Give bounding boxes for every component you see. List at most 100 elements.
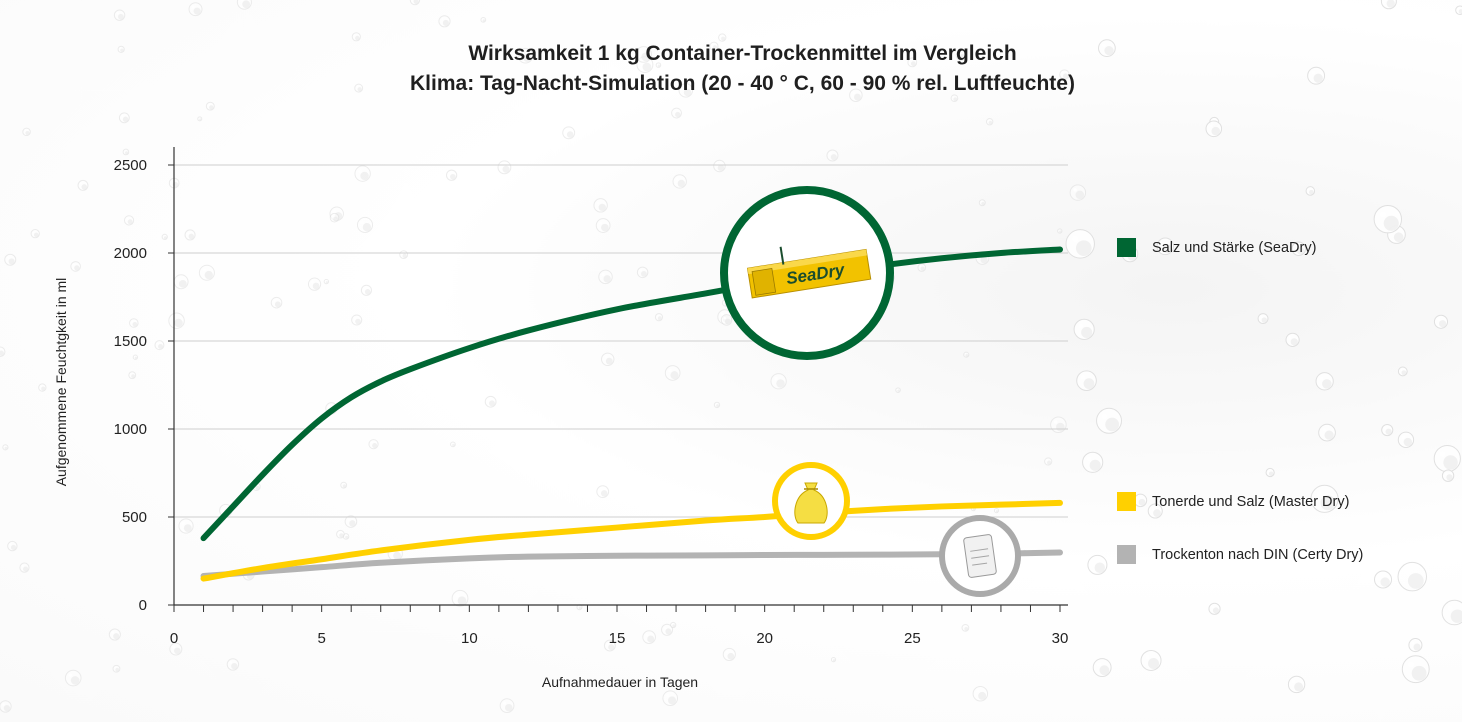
y-tick-label: 0 (139, 597, 147, 614)
water-droplet (678, 83, 694, 98)
water-droplet (1208, 602, 1221, 615)
water-droplet (1373, 204, 1403, 234)
water-droplet (480, 16, 487, 23)
water-droplet (722, 647, 736, 661)
masterdry-bag-icon (794, 482, 828, 524)
water-droplet (113, 9, 126, 21)
water-droplet (64, 669, 82, 687)
water-droplet (205, 101, 215, 111)
water-droplet (184, 229, 196, 241)
legend-item-seadry: Salz und Stärke (SeaDry) (1117, 238, 1316, 257)
water-droplet (123, 215, 135, 226)
x-tick-label: 10 (461, 630, 478, 647)
water-droplet (499, 698, 515, 714)
water-droplet (664, 365, 681, 381)
water-droplet (307, 277, 322, 291)
water-droplet (1285, 332, 1300, 347)
water-droplet (517, 47, 534, 64)
water-droplet (1380, 0, 1397, 10)
water-droplet (19, 562, 30, 573)
water-droplet (961, 623, 970, 632)
water-droplet (972, 685, 989, 702)
water-droplet (178, 518, 194, 534)
water-droplet (117, 45, 125, 53)
water-droplet (1455, 5, 1462, 15)
water-droplet (713, 401, 721, 409)
water-droplet (830, 657, 837, 663)
water-droplet (236, 0, 252, 10)
water-droplet (978, 199, 986, 207)
water-droplet (354, 83, 364, 93)
water-droplet (2, 444, 9, 451)
legend-label-masterdry: Tonerde und Salz (Master Dry) (1152, 493, 1350, 510)
water-droplet (0, 700, 12, 713)
water-droplet (1073, 318, 1095, 340)
x-tick-label: 20 (756, 630, 773, 647)
y-tick-label: 500 (122, 509, 147, 526)
x-tick-label: 15 (609, 630, 626, 647)
water-droplet (1318, 423, 1336, 442)
water-droplet (1315, 372, 1334, 391)
water-droplet (270, 296, 283, 309)
water-droplet (1433, 314, 1449, 329)
legend-label-certydry: Trockenton nach DIN (Certy Dry) (1152, 546, 1364, 563)
water-droplet (826, 149, 839, 162)
water-droplet (70, 261, 81, 272)
water-droplet (601, 352, 615, 367)
water-droplet (1092, 658, 1112, 677)
legend-swatch-seadry (1117, 238, 1136, 257)
water-droplet (720, 314, 733, 326)
water-droplet (128, 371, 137, 380)
water-droplet (1065, 229, 1095, 259)
series-line-certydry (200, 549, 1063, 579)
water-droplet (7, 540, 18, 552)
water-droplet (1397, 561, 1427, 592)
water-droplet (1373, 570, 1393, 589)
water-droplet (1441, 599, 1462, 626)
water-droplet (340, 481, 348, 489)
legend-item-certydry: Trockenton nach DIN (Certy Dry) (1117, 545, 1363, 564)
water-droplet (323, 278, 330, 285)
water-droplet (950, 94, 959, 103)
water-droplet (1265, 467, 1275, 478)
series-line-masterdry (200, 499, 1063, 582)
water-droplet (770, 373, 787, 390)
water-droplet (351, 32, 361, 42)
water-droplet (1291, 241, 1306, 256)
water-droplet (593, 198, 608, 213)
water-droplet (993, 508, 1000, 514)
water-droplet (161, 233, 168, 241)
water-droplet (655, 62, 662, 68)
water-droplet (497, 160, 512, 175)
water-droplet (188, 2, 203, 17)
water-droplet (1059, 69, 1070, 80)
water-droplet (342, 533, 350, 540)
series-line-seadry (200, 246, 1063, 542)
water-droplet (1087, 554, 1108, 575)
water-droplet (603, 639, 616, 652)
water-droplet (1069, 184, 1087, 201)
water-droplet (1140, 649, 1162, 671)
water-droplet (1057, 228, 1063, 234)
water-droplet (672, 174, 687, 189)
chart-title: Wirksamkeit 1 kg Container-Trockenmittel… (468, 42, 1017, 65)
water-droplet (1044, 457, 1053, 466)
water-droplet (1441, 469, 1455, 482)
water-droplet (354, 165, 371, 182)
water-droplet (636, 266, 649, 279)
water-droplet (1082, 451, 1104, 473)
water-droplet (849, 88, 863, 102)
water-droplet (1310, 484, 1339, 513)
water-droplet (336, 529, 345, 539)
seadry-package-icon: SeaDry (746, 246, 872, 299)
x-tick-label: 30 (1052, 630, 1069, 647)
water-droplet (226, 658, 240, 671)
water-droplet (329, 212, 340, 223)
water-droplet (654, 313, 664, 322)
y-tick-label: 1500 (114, 333, 147, 350)
water-droplet (562, 126, 576, 140)
water-droplet (112, 664, 121, 673)
water-droplet (1076, 370, 1097, 392)
x-tick-label: 5 (317, 630, 325, 647)
